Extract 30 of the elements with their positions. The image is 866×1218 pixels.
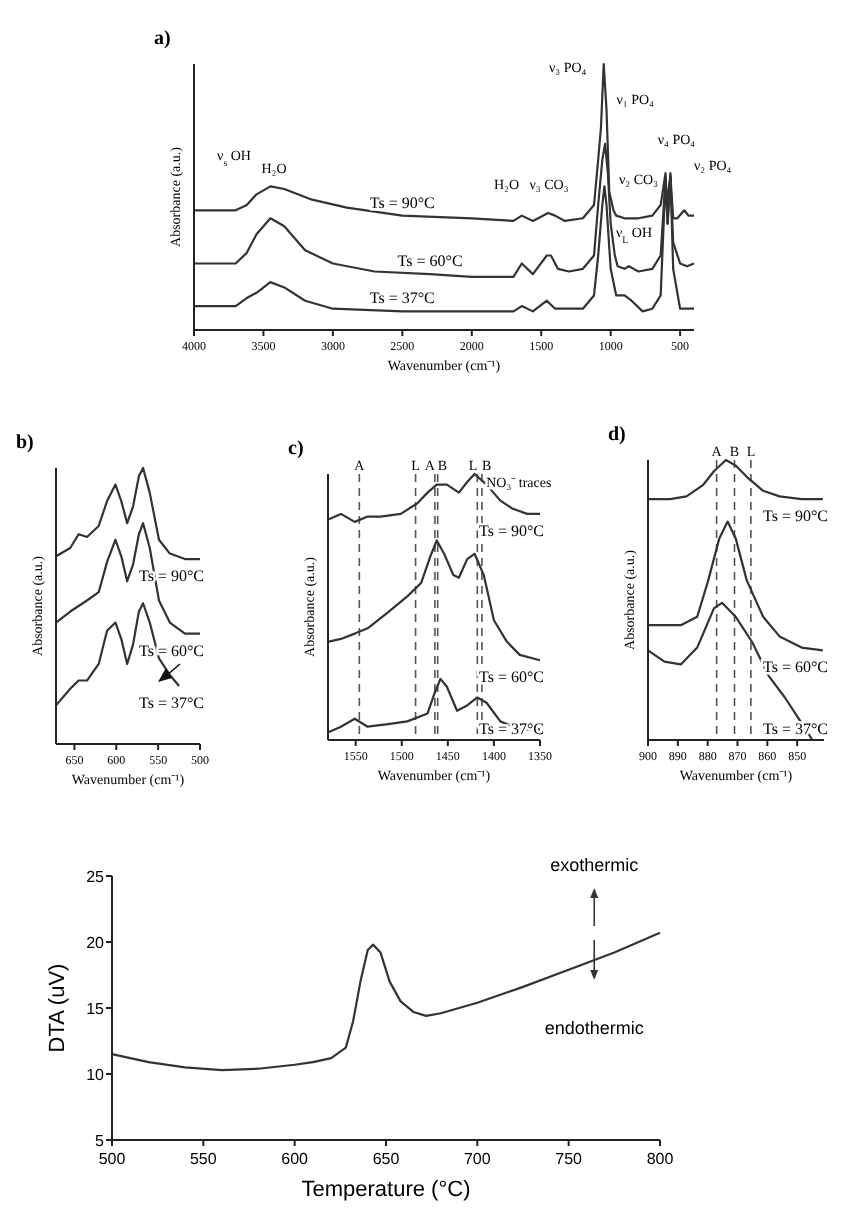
chart-title: b) [16,432,34,454]
y-tick-label: 20 [86,934,106,952]
series-label: Ts = 90°C [479,521,544,540]
series-label: Ts = 90°C [369,193,435,212]
series-label: Ts = 60°C [397,252,463,271]
x-tick-label: 500 [98,1150,127,1168]
series-label: Ts = 60°C [479,668,544,687]
line-series [110,931,662,1072]
chart-title: a) [154,28,171,50]
x-tick-label: 750 [555,1150,584,1168]
x-tick-label: 650 [372,1150,401,1168]
series-label: Ts = 60°C [139,641,204,660]
x-tick-label: 700 [463,1150,492,1168]
series-label: Ts = 90°C [763,507,828,526]
series-label: Ts = 37°C [139,694,204,713]
series-label: Ts = 37°C [369,289,435,308]
annotation: endothermic [544,1018,645,1039]
y-tick-label: 15 [86,1000,106,1018]
x-tick-label: 600 [281,1150,310,1168]
text: exothermic [550,854,640,875]
x-tick-label: 800 [646,1150,675,1168]
y-tick-label: 10 [86,1066,106,1084]
x-axis-title: Temperature (°C) [301,1178,471,1202]
y-axis-title: DTA (uV) [46,963,70,1053]
y-tick-label: 25 [86,868,106,886]
series-label: Ts = 90°C [139,567,204,586]
x-tick-label: 550 [189,1150,218,1168]
chart-title: c) [288,438,304,460]
chart-title: d) [608,424,626,446]
y-tick-label: 5 [95,1132,106,1150]
